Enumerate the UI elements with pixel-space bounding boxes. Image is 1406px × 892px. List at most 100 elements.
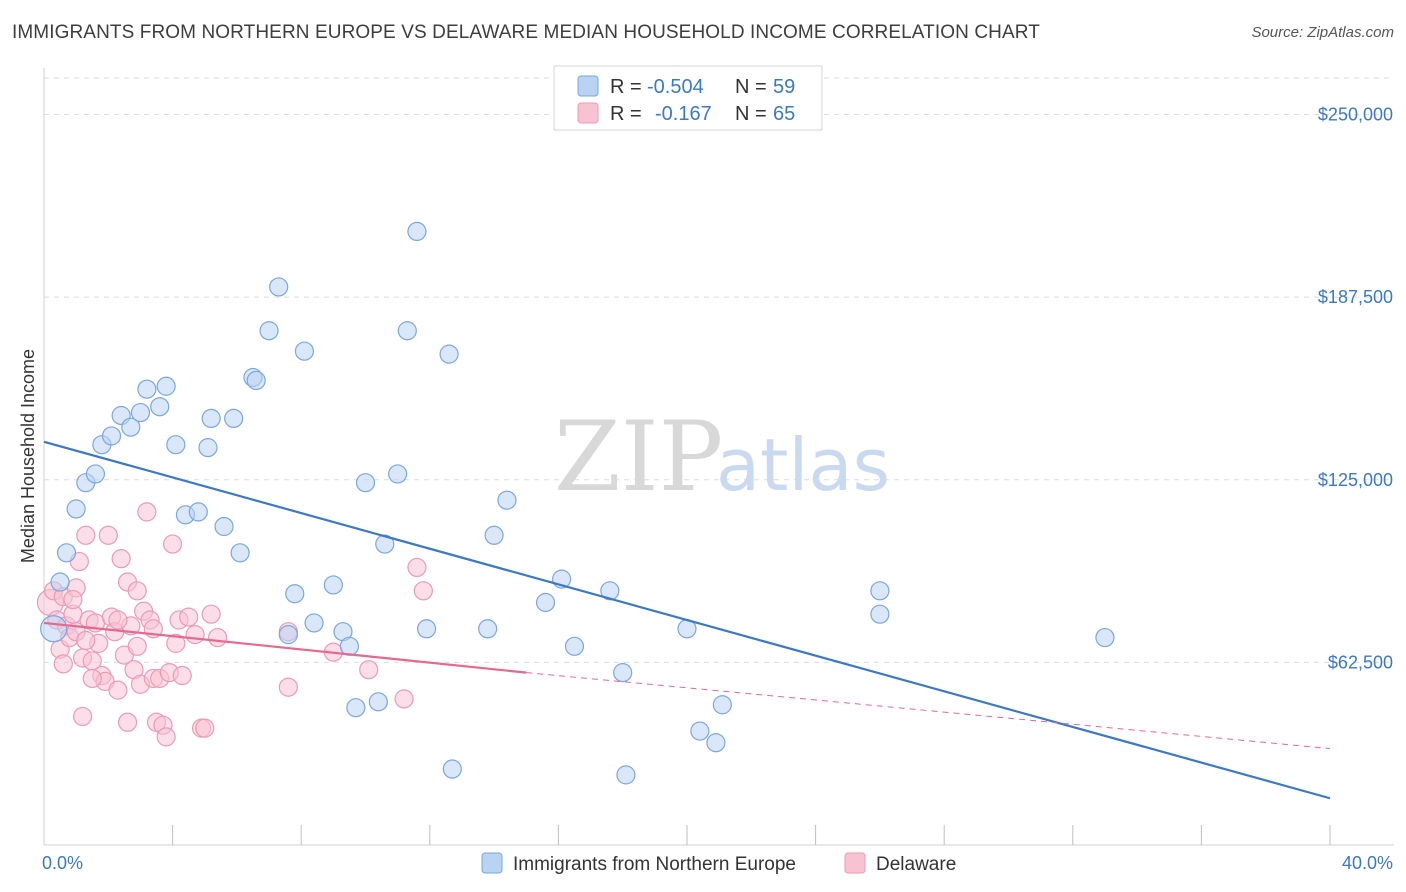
delaware-point (394, 689, 414, 709)
northern-europe-point (259, 321, 279, 341)
legend-r-value-2: -0.167 (655, 103, 712, 125)
delaware-point (172, 665, 192, 686)
northern-europe-point (137, 379, 157, 399)
northern-europe-point (1095, 627, 1115, 648)
northern-europe-point (497, 490, 517, 510)
legend-r-label-1: R = (610, 76, 642, 98)
delaware-point (195, 718, 215, 738)
delaware-point (63, 589, 83, 610)
northern-europe-point (304, 613, 324, 633)
series-label-delaware: Delaware (876, 854, 956, 875)
delaware-point (76, 630, 96, 651)
series-swatch-blue (481, 852, 503, 874)
delaware-point (137, 502, 157, 522)
series-label-northern-europe: Immigrants from Northern Europe (513, 854, 796, 875)
northern-europe-point (50, 572, 70, 592)
northern-europe-point (66, 499, 86, 519)
y-tick-labels: $62,500 $125,000 $187,500 $250,000 (1318, 105, 1393, 673)
northern-europe-point (484, 525, 504, 545)
northern-europe-point (201, 408, 221, 429)
northern-europe-point (166, 435, 186, 455)
northern-europe-point (416, 619, 437, 639)
northern-europe-point (339, 636, 360, 656)
chart-title: IMMIGRANTS FROM NORTHERN EUROPE VS DELAW… (12, 22, 1040, 43)
delaware-point (156, 727, 176, 747)
northern-europe-point (870, 581, 890, 601)
delaware-point (76, 525, 96, 545)
y-tick-label: $187,500 (1318, 287, 1393, 307)
delaware-point (82, 668, 102, 689)
northern-europe-point (388, 464, 408, 484)
delaware-point (201, 604, 221, 624)
x-tick-max: 40.0% (1342, 853, 1393, 873)
northern-europe-point (439, 344, 459, 364)
northern-europe-point (150, 397, 170, 417)
delaware-point (166, 633, 186, 653)
northern-europe-point (278, 625, 298, 645)
delaware-point (127, 636, 147, 656)
northern-europe-point (712, 695, 732, 715)
delaware-point (98, 525, 118, 545)
x-tick-min: 0.0% (42, 853, 83, 873)
northern-europe-point (690, 721, 710, 741)
northern-europe-point (214, 516, 234, 537)
correlation-legend: R = -0.504 N = 59 R = -0.167 N = 65 (553, 65, 823, 131)
northern-europe-point (368, 692, 388, 712)
northern-europe-point (198, 438, 218, 458)
source-label: Source: ZipAtlas.com (1251, 24, 1394, 41)
northern-europe-point (478, 619, 498, 639)
grid-lines (44, 77, 1394, 663)
northern-europe-point (285, 584, 305, 604)
northern-europe-point (40, 615, 68, 643)
legend-swatch-blue (577, 75, 599, 97)
northern-europe-points (40, 221, 1115, 785)
legend-n-label-2: N = (735, 103, 767, 125)
watermark-zip: ZIP (554, 401, 723, 513)
delaware-point (108, 680, 128, 700)
delaware-point (163, 534, 183, 554)
legend-n-value-2: 65 (773, 103, 795, 125)
delaware-point (278, 677, 298, 697)
northern-europe-point (121, 417, 141, 437)
northern-europe-point (564, 636, 585, 656)
y-tick-label: $250,000 (1318, 105, 1393, 125)
northern-europe-point (535, 592, 556, 613)
northern-europe-point (442, 759, 462, 779)
northern-europe-point (346, 698, 366, 718)
northern-europe-point (355, 473, 376, 493)
delaware-point (413, 581, 433, 601)
northern-europe-point (56, 543, 77, 563)
trend-line-northern-europe (43, 440, 1331, 800)
series-swatch-pink (844, 852, 866, 874)
legend-r-label-2: R = (610, 103, 642, 125)
northern-europe-point (294, 341, 315, 361)
northern-europe-point (101, 426, 122, 446)
series-legend: Immigrants from Northern Europe Delaware (481, 852, 956, 875)
y-axis-label: Median Household Income (18, 349, 38, 563)
delaware-point (407, 557, 427, 578)
delaware-point (108, 610, 128, 630)
trend-line-delaware (43, 621, 527, 674)
delaware-point (111, 549, 131, 569)
delaware-point (117, 712, 138, 732)
axes (43, 68, 1394, 846)
northern-europe-point (600, 581, 620, 601)
northern-europe-point (224, 408, 244, 429)
legend-n-value-1: 59 (773, 76, 795, 98)
delaware-point (72, 706, 93, 727)
northern-europe-point (706, 733, 726, 753)
northern-europe-point (85, 464, 106, 484)
northern-europe-point (616, 765, 636, 785)
legend-n-label-1: N = (735, 76, 767, 98)
watermark-atlas: atlas (716, 423, 890, 507)
delaware-point (53, 654, 73, 674)
legend-swatch-pink (577, 102, 599, 124)
northern-europe-point (269, 277, 289, 297)
trend-lines (43, 440, 1331, 800)
delaware-point (179, 607, 199, 627)
delaware-point (127, 581, 147, 601)
northern-europe-point (230, 543, 250, 563)
delaware-point (359, 660, 379, 680)
trend-line-delaware-extension (526, 672, 1331, 750)
northern-europe-point (156, 376, 176, 396)
